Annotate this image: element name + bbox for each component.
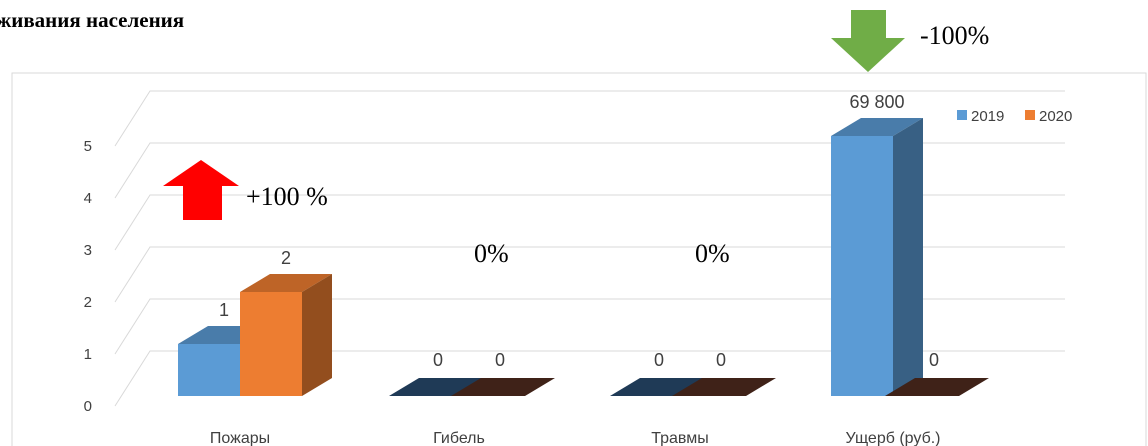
- bar-zero: [885, 378, 989, 396]
- annotation-text: -100%: [920, 21, 989, 50]
- gridline: [114, 350, 1065, 407]
- category-label: Ущерб (руб.): [846, 430, 941, 446]
- legend-swatch: [1025, 110, 1035, 120]
- gridline: [114, 90, 1065, 147]
- y-tick-label: 0: [84, 398, 92, 415]
- bar-zero: [672, 378, 776, 396]
- y-tick-label: 4: [84, 190, 92, 207]
- bar-front: [178, 344, 240, 396]
- y-tick-label: 3: [84, 242, 92, 259]
- category-label: Травмы: [651, 430, 709, 446]
- annotation-text: 0%: [474, 239, 509, 268]
- y-tick-label: 1: [84, 346, 92, 363]
- data-label: 0: [433, 350, 443, 370]
- y-tick-label: 2: [84, 294, 92, 311]
- annotation-text: +100 %: [246, 182, 328, 211]
- bar-side: [302, 274, 332, 396]
- gridline: [114, 246, 1065, 303]
- legend-label: 2020: [1039, 108, 1072, 125]
- bar-top: [831, 118, 923, 136]
- bar-zero: [451, 378, 555, 396]
- data-label: 0: [495, 350, 505, 370]
- category-labels: Пожары Гибель Травмы Ущерб (руб.): [210, 430, 941, 446]
- data-label: 0: [929, 350, 939, 370]
- data-labels: 1 2 0 0 0 0 69 800 0: [219, 92, 939, 370]
- data-label: 69 800: [849, 92, 904, 112]
- bar-front: [240, 292, 302, 396]
- category-label: Пожары: [210, 430, 270, 446]
- bar-top: [240, 274, 332, 292]
- bar-side: [893, 118, 923, 396]
- data-label: 0: [654, 350, 664, 370]
- gridline: [114, 194, 1065, 251]
- page-heading: живания населения: [0, 8, 185, 32]
- annotations: +100 % 0% 0% -100%: [163, 10, 989, 268]
- data-label: 1: [219, 300, 229, 320]
- legend: 2019 2020: [957, 108, 1072, 125]
- chart-area-border: [11, 72, 1147, 446]
- y-axis-ticks: 0 1 2 3 4 5: [84, 138, 92, 415]
- bar-front: [831, 136, 893, 396]
- gridlines: [114, 90, 1065, 407]
- legend-swatch: [957, 110, 967, 120]
- bars: [178, 118, 989, 396]
- annotation-text: 0%: [695, 239, 730, 268]
- down-arrow-icon: [831, 10, 905, 72]
- data-label: 2: [281, 248, 291, 268]
- data-label: 0: [716, 350, 726, 370]
- gridline: [114, 298, 1065, 355]
- category-label: Гибель: [433, 430, 485, 446]
- legend-label: 2019: [971, 108, 1004, 125]
- y-tick-label: 5: [84, 138, 92, 155]
- up-arrow-icon: [163, 160, 239, 220]
- gridline: [114, 142, 1065, 199]
